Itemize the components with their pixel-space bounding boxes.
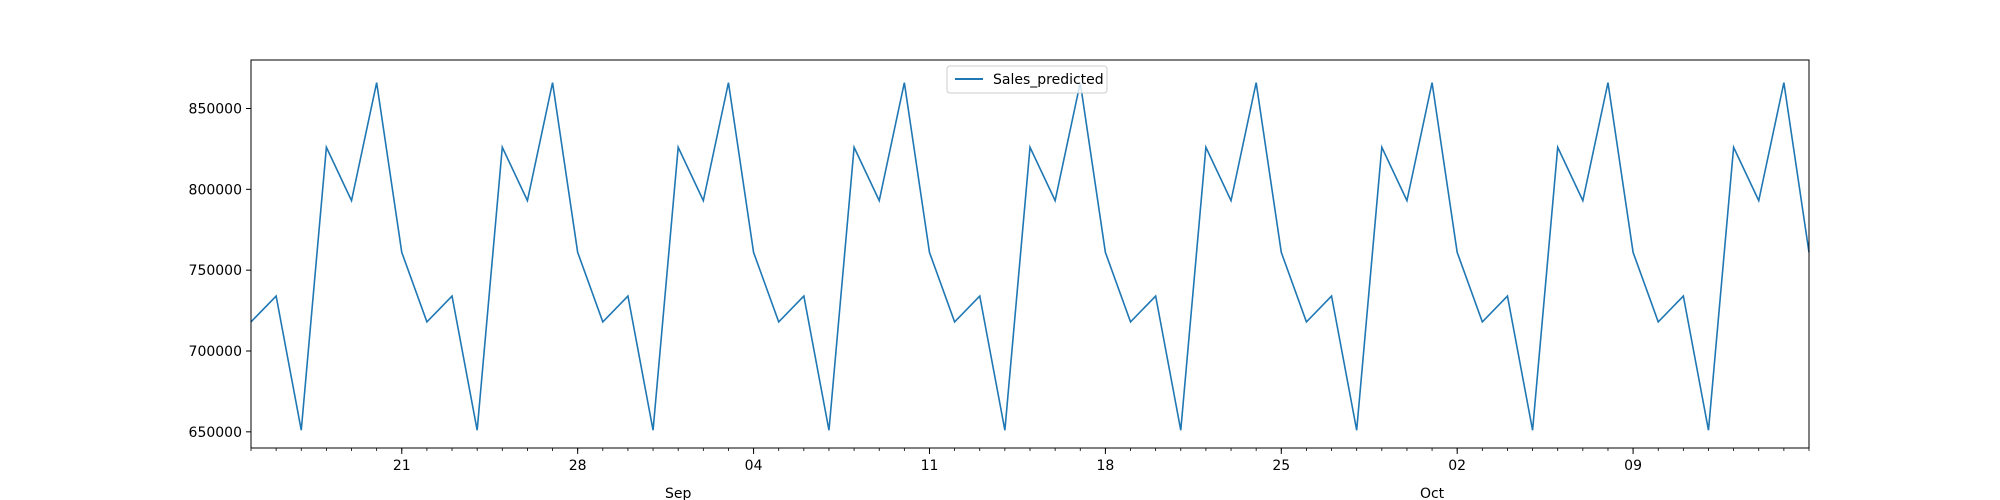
y-tick-label: 850000 [189, 102, 242, 118]
x-month-label: Sep [665, 486, 692, 500]
x-tick-label: 21 [393, 458, 411, 474]
x-tick-label: 09 [1624, 458, 1642, 474]
x-tick-label: 02 [1448, 458, 1466, 474]
y-tick-label: 750000 [189, 263, 242, 279]
legend-label-sales-predicted: Sales_predicted [993, 72, 1104, 88]
x-tick-label: 18 [1096, 458, 1114, 474]
x-axis: 21 28 04 11 18 25 02 09 Sep Oct [250, 448, 1810, 500]
legend-box [946, 65, 1108, 94]
x-tick-label: 04 [745, 458, 763, 474]
series-line-sales-predicted [250, 82, 1810, 431]
legend: Sales_predicted [946, 65, 1108, 94]
x-tick-label: 25 [1272, 458, 1290, 474]
x-tick-label: 11 [921, 458, 939, 474]
y-tick-label: 700000 [189, 344, 242, 360]
y-axis: 650000 700000 750000 800000 850000 [189, 102, 251, 441]
y-tick-label: 650000 [189, 425, 242, 441]
x-tick-label: 28 [569, 458, 587, 474]
y-tick-label: 800000 [189, 182, 242, 198]
x-month-label: Oct [1420, 486, 1445, 500]
